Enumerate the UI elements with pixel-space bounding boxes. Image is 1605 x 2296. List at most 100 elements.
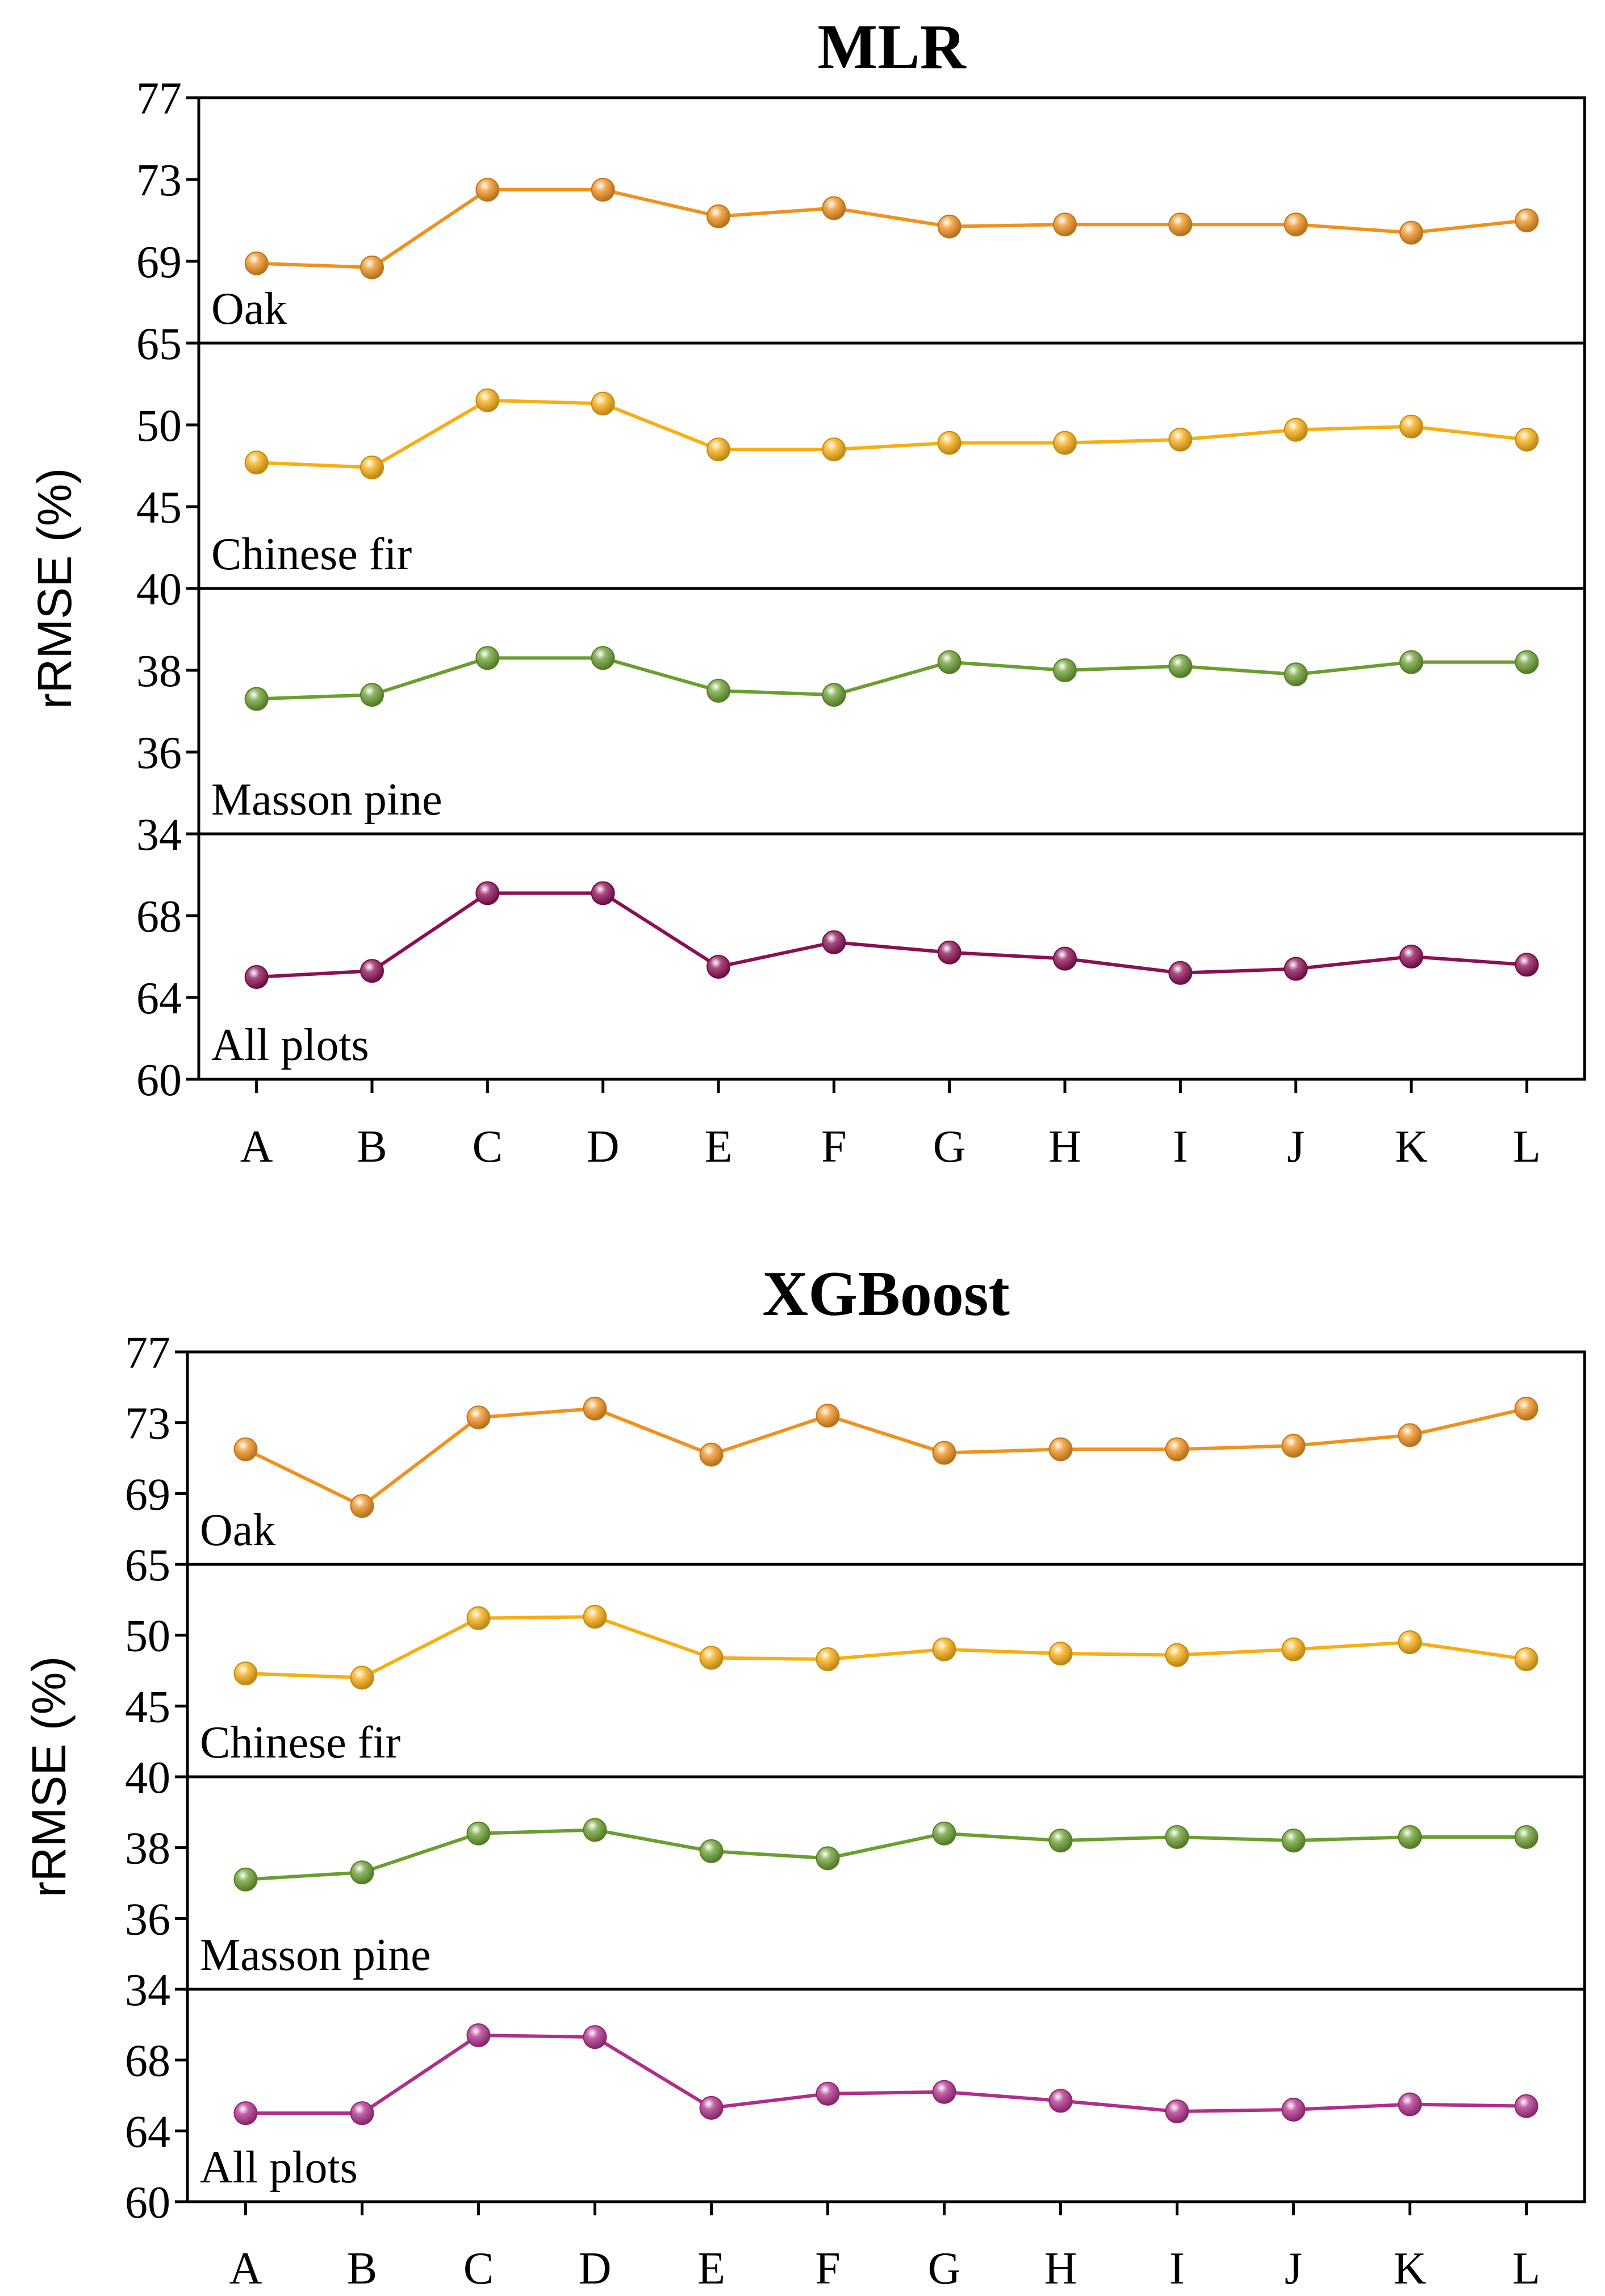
panel-label: Oak — [211, 284, 287, 334]
data-point — [1399, 414, 1423, 439]
panel-label: All plots — [200, 2143, 358, 2193]
data-point — [1048, 1437, 1073, 1462]
data-point — [1053, 431, 1077, 455]
panel-all-plots: 60 64 68 All plots — [136, 832, 1585, 1105]
x-tick-label: H — [1048, 1122, 1081, 1172]
data-point — [937, 431, 962, 455]
data-point — [466, 1606, 491, 1630]
y-tick-label: 36 — [136, 728, 182, 778]
y-tick-label: 64 — [125, 2107, 170, 2157]
data-point — [1399, 945, 1423, 969]
data-point — [1168, 427, 1193, 452]
data-point — [475, 881, 500, 905]
data-point — [1168, 212, 1193, 237]
data-point — [932, 1821, 956, 1846]
data-point — [1165, 1643, 1189, 1667]
series-line — [245, 1406, 1527, 1508]
y-tick-label: 36 — [125, 1894, 170, 1944]
data-point — [822, 196, 846, 220]
data-point — [233, 1661, 258, 1685]
x-tick-label: K — [1394, 2244, 1427, 2294]
y-tick-label: 38 — [125, 1824, 170, 1874]
data-point — [932, 2080, 956, 2104]
y-axis-label: rRMSE (%) — [22, 1656, 76, 1898]
data-point — [591, 391, 615, 416]
data-point — [1514, 1647, 1539, 1672]
data-point — [244, 251, 269, 275]
y-tick-label: 73 — [136, 156, 182, 206]
x-tick-label: I — [1173, 1122, 1188, 1172]
panel-all-plots: 60 64 68 All plots — [125, 1988, 1585, 2228]
data-point — [360, 255, 384, 279]
y-tick-label: 60 — [125, 2178, 170, 2228]
data-point — [1281, 1434, 1306, 1458]
data-point — [822, 930, 846, 954]
data-point — [1284, 212, 1308, 237]
data-point — [1165, 2099, 1189, 2124]
data-point — [1515, 953, 1539, 977]
x-tick-label: I — [1169, 2244, 1185, 2294]
data-point — [591, 178, 615, 202]
data-point — [707, 204, 730, 228]
y-tick-label: 77 — [136, 74, 182, 124]
data-point — [1165, 1437, 1189, 1462]
data-point — [699, 1839, 724, 1863]
data-point — [1398, 1630, 1422, 1655]
data-point — [932, 1637, 956, 1662]
data-point — [244, 687, 269, 711]
data-point — [360, 455, 384, 479]
y-tick-label: 34 — [136, 810, 182, 860]
panel-label: Chinese fir — [200, 1718, 400, 1768]
data-point — [1284, 662, 1308, 687]
data-point — [707, 437, 730, 462]
y-tick-label: 77 — [125, 1328, 170, 1378]
plot-frame — [186, 1350, 1586, 2203]
data-point — [466, 1405, 491, 1430]
panel-label: Oak — [200, 1505, 275, 1555]
data-point — [360, 683, 384, 707]
data-point — [350, 1860, 374, 1885]
data-point — [1398, 2092, 1422, 2117]
data-point — [1168, 961, 1193, 985]
data-point — [1053, 658, 1077, 682]
data-point — [1399, 220, 1423, 245]
mlr-chart: MLR rRMSE (%) 65 69 73 77 Oak 40 45 50 Chinese fir… — [28, 12, 1586, 1172]
data-point — [1165, 1825, 1189, 1849]
data-point — [583, 1396, 607, 1421]
x-tick-label: A — [240, 1122, 273, 1172]
data-point — [591, 881, 615, 905]
data-point — [1514, 1825, 1539, 1849]
series-line — [256, 656, 1527, 701]
panel-masson-pine: 34 36 38 Masson pine — [125, 1775, 1585, 2015]
chart-title: MLR — [817, 12, 966, 82]
data-point — [1399, 650, 1423, 674]
data-point — [475, 178, 500, 202]
data-point — [591, 646, 615, 670]
data-point — [822, 437, 846, 462]
data-point — [816, 1404, 840, 1428]
data-point — [583, 1605, 607, 1629]
y-tick-label: 73 — [125, 1399, 170, 1449]
data-point — [1048, 1642, 1073, 1666]
y-tick-label: 45 — [136, 483, 182, 533]
data-point — [360, 959, 384, 983]
series-line — [256, 891, 1527, 979]
data-point — [583, 2025, 607, 2049]
series-line — [256, 188, 1527, 269]
panel-chinese-fir: 40 45 50 Chinese fir — [136, 341, 1585, 615]
x-tick-label: F — [821, 1122, 847, 1172]
y-tick-label: 69 — [136, 237, 182, 287]
data-point — [1281, 2097, 1306, 2122]
data-point — [1048, 2089, 1073, 2113]
y-axis-label: rRMSE (%) — [28, 468, 81, 709]
y-tick-label: 68 — [136, 892, 182, 942]
panel-oak: 65 69 73 77 Oak — [136, 74, 1539, 369]
data-point — [244, 965, 269, 989]
x-tick-label: C — [463, 2244, 494, 2294]
data-point — [816, 2081, 840, 2106]
y-tick-label: 40 — [136, 565, 182, 615]
data-point — [932, 1441, 956, 1465]
data-point — [1053, 946, 1077, 971]
x-tick-label: B — [347, 2244, 377, 2294]
y-tick-label: 64 — [136, 974, 182, 1024]
